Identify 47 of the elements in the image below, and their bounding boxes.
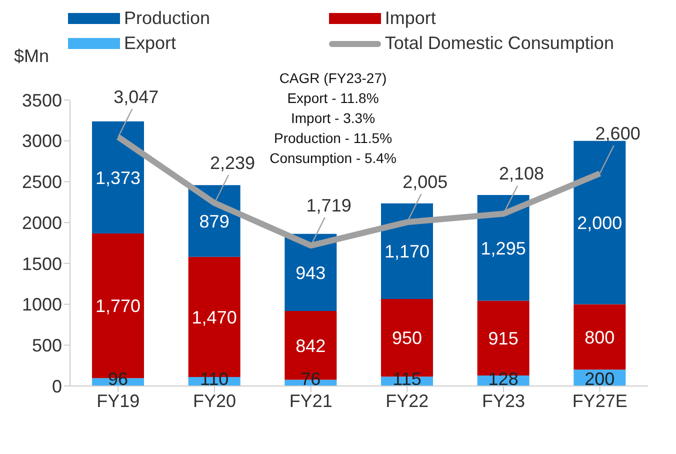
data-label: 800 bbox=[584, 327, 615, 348]
annotation: Export - 11.8% bbox=[286, 89, 380, 108]
y-tick-label: 3500 bbox=[22, 90, 62, 110]
text: CAGR (FY23-27) bbox=[278, 69, 388, 88]
annotation: Consumption - 5.4% bbox=[270, 150, 396, 166]
data-label: 1,470 bbox=[192, 307, 237, 328]
data-label: 1,770 bbox=[95, 296, 141, 316]
x-tick-label: FY19 bbox=[96, 390, 140, 411]
x-tick-label: FY22 bbox=[386, 390, 429, 411]
legend-label: Production bbox=[124, 8, 210, 29]
bar bbox=[477, 194, 530, 301]
data-label: 950 bbox=[392, 328, 422, 348]
x-tick-label: FY23 bbox=[482, 390, 526, 411]
data-label: 1,170 bbox=[384, 242, 430, 262]
data-label: 2,108 bbox=[498, 164, 544, 184]
legend-label: Export bbox=[124, 33, 176, 54]
annotation: Import - 3.3% bbox=[290, 109, 376, 128]
data-label: 2,600 bbox=[595, 124, 640, 144]
y-tick-label: 2500 bbox=[22, 172, 62, 192]
y-tick-label: 500 bbox=[32, 336, 62, 356]
bar bbox=[92, 121, 144, 234]
x-tick-label: FY27E bbox=[572, 390, 628, 411]
data-label: 3,047 bbox=[114, 87, 159, 108]
data-label: 1,373 bbox=[95, 168, 141, 188]
y-tick-label: 0 bbox=[52, 376, 62, 396]
legend-label: Import bbox=[384, 8, 436, 29]
bar bbox=[574, 140, 626, 304]
data-label: 200 bbox=[584, 369, 615, 389]
data-label: 2,239 bbox=[210, 153, 256, 174]
y-tick-label: 3000 bbox=[22, 131, 62, 152]
legend-label: Total Domestic Consumption bbox=[384, 33, 614, 54]
data-label: 879 bbox=[199, 211, 230, 232]
data-label: 2,000 bbox=[577, 212, 622, 233]
x-tick-label: FY20 bbox=[192, 390, 236, 411]
data-label: 1,719 bbox=[306, 196, 352, 216]
y-axis-title: $Mn bbox=[14, 46, 50, 67]
annotation: Production - 11.5% bbox=[272, 129, 394, 148]
y-tick-label: 2000 bbox=[22, 212, 62, 233]
data-label: 1,295 bbox=[480, 238, 526, 258]
data-label: 915 bbox=[488, 328, 518, 349]
y-tick-label: 1000 bbox=[22, 294, 62, 315]
bar bbox=[574, 304, 626, 370]
data-label: 2,005 bbox=[402, 172, 448, 192]
x-tick-label: FY21 bbox=[289, 390, 332, 411]
data-label: 842 bbox=[296, 336, 326, 356]
data-label: 943 bbox=[296, 262, 326, 283]
y-tick-label: 1500 bbox=[22, 254, 62, 274]
